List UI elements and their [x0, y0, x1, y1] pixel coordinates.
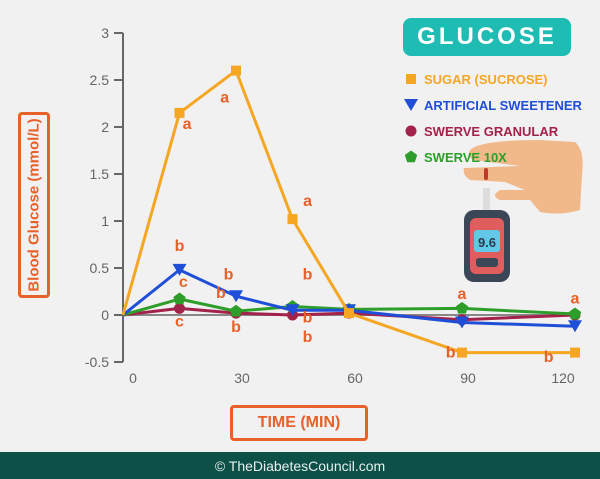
- footer-credit: © TheDiabetesCouncil.com: [0, 452, 600, 479]
- series-group: [121, 65, 582, 358]
- significance-label: b: [216, 285, 226, 302]
- legend-marker: [404, 150, 418, 163]
- legend-item: ARTIFICIAL SWEETENER: [404, 92, 582, 118]
- significance-label: c: [179, 274, 188, 291]
- legend-label: SWERVE 10X: [424, 149, 507, 165]
- hand-icon: [463, 140, 583, 214]
- data-point: [229, 290, 243, 303]
- significance-label: b: [446, 344, 456, 361]
- axes: 3 2.5 2 1.5 1 0.5 0 -0.5 0 30 60 90 120: [85, 25, 575, 386]
- significance-label: a: [183, 116, 192, 133]
- data-point: [568, 320, 582, 333]
- square-marker-icon: [406, 74, 416, 84]
- x-tick-label: 60: [347, 370, 363, 386]
- meter-screen: [474, 230, 500, 252]
- y-tick-label: 2: [101, 119, 109, 135]
- finger-meter-illustration: 9.6: [463, 140, 583, 282]
- legend-label: ARTIFICIAL SWEETENER: [424, 97, 582, 113]
- y-tick-label: 1.5: [90, 166, 110, 182]
- significance-label: b: [175, 238, 185, 255]
- y-tick-label: 1: [101, 213, 109, 229]
- x-tick-label: 30: [234, 370, 250, 386]
- legend: SUGAR (SUCROSE) ARTIFICIAL SWEETENER SWERV…: [404, 66, 582, 170]
- series-artificial-sweetener: [122, 263, 582, 333]
- y-tick-label: 0: [101, 307, 109, 323]
- y-tick-label: 3: [101, 25, 109, 41]
- y-tick-label: 2.5: [90, 72, 110, 88]
- legend-item: SWERVE 10X: [404, 144, 582, 170]
- data-point: [285, 304, 300, 317]
- significance-label: a: [571, 291, 580, 308]
- legend-item: SUGAR (SUCROSE): [404, 66, 582, 92]
- y-axis-label: Blood Glucose (mmol/L): [25, 118, 43, 292]
- significance-label: b: [303, 266, 313, 283]
- significance-label: c: [175, 313, 184, 330]
- significance-label: b: [303, 329, 313, 346]
- significance-label: b: [303, 310, 313, 327]
- meter-reading: 9.6: [478, 235, 496, 250]
- legend-marker: [404, 99, 418, 111]
- data-point: [229, 304, 243, 317]
- data-point: [344, 308, 354, 319]
- meter-buttons: [476, 258, 498, 267]
- test-strip: [483, 188, 490, 210]
- x-axis-label: TIME (MIN): [230, 405, 368, 441]
- y-tick-label: -0.5: [85, 354, 109, 370]
- series-sugar-sucrose-: [121, 65, 580, 358]
- data-point: [570, 347, 580, 358]
- significance-label: a: [220, 90, 229, 107]
- significance-label: a: [303, 193, 312, 210]
- x-tick-label: 120: [551, 370, 575, 386]
- data-point: [287, 214, 298, 225]
- pentagon-marker-icon: [404, 150, 418, 163]
- legend-label: SWERVE GRANULAR: [424, 123, 559, 139]
- significance-label: b: [224, 266, 234, 283]
- data-point: [455, 316, 469, 329]
- triangle-down-marker-icon: [404, 99, 418, 111]
- data-point: [455, 301, 469, 314]
- circle-marker-icon: [405, 125, 417, 137]
- legend-label: SUGAR (SUCROSE): [424, 71, 548, 87]
- y-axis-label-box: [18, 112, 50, 298]
- data-point: [231, 65, 241, 76]
- x-tick-label: 0: [129, 370, 137, 386]
- data-point: [172, 263, 187, 276]
- legend-item: SWERVE GRANULAR: [404, 118, 582, 144]
- legend-marker: [406, 74, 416, 84]
- data-point: [174, 302, 185, 314]
- x-tick-label: 90: [460, 370, 476, 386]
- significance-label: a: [458, 286, 467, 303]
- significance-label: b: [231, 319, 241, 336]
- legend-marker: [405, 125, 417, 137]
- significance-label: b: [544, 349, 554, 366]
- chart-title: GLUCOSE: [403, 18, 571, 56]
- data-point: [568, 307, 582, 320]
- y-tick-label: 0.5: [90, 260, 110, 276]
- data-point: [457, 347, 467, 358]
- data-point: [173, 292, 186, 305]
- data-point: [174, 107, 185, 118]
